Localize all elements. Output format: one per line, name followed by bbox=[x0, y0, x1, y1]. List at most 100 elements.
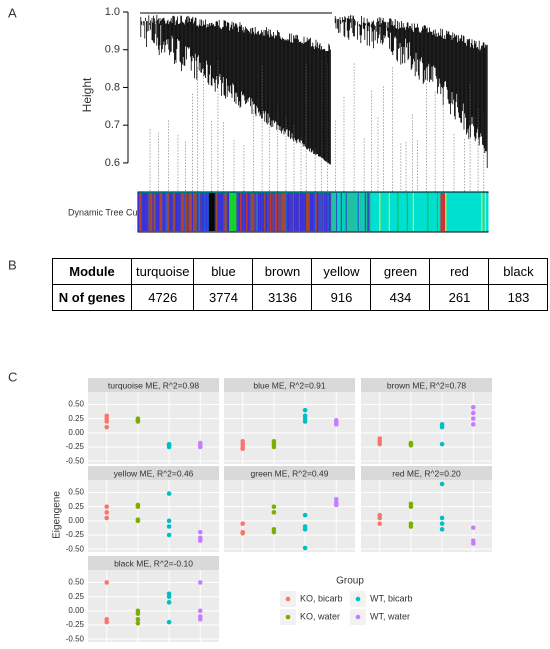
facet-strip bbox=[224, 466, 355, 480]
colorbar-segment bbox=[253, 193, 255, 231]
colorbar-segment bbox=[220, 193, 223, 231]
colorbar-segment bbox=[392, 193, 394, 231]
colorbar-segment bbox=[350, 193, 352, 231]
y-axis-label: Eigengene bbox=[52, 491, 63, 539]
colorbar-segment bbox=[475, 193, 477, 231]
point bbox=[166, 518, 172, 524]
colorbar-segment bbox=[282, 193, 284, 231]
colorbar-segment bbox=[482, 193, 484, 231]
y-tick-label: 0.00 bbox=[68, 516, 84, 525]
colorbar-segment bbox=[373, 193, 375, 231]
colorbar-segment bbox=[448, 193, 451, 231]
point bbox=[197, 608, 203, 614]
colorbar-segment bbox=[447, 193, 449, 231]
colorbar-segment bbox=[362, 193, 364, 231]
colorbar-segment bbox=[180, 193, 182, 231]
colorbar-segment bbox=[325, 193, 327, 231]
colorbar-segment bbox=[141, 193, 143, 231]
point bbox=[271, 510, 277, 515]
colorbar-segment bbox=[420, 193, 422, 231]
point bbox=[302, 512, 308, 518]
colorbar-segment bbox=[386, 193, 388, 231]
colorbar-segment bbox=[417, 193, 419, 231]
colorbar-segment bbox=[450, 193, 452, 231]
colorbar-segment bbox=[331, 193, 333, 231]
colorbar-segment bbox=[217, 193, 219, 231]
table-cell: 916 bbox=[311, 284, 372, 311]
y-tick-label: -0.25 bbox=[66, 442, 85, 451]
colorbar-segment bbox=[258, 193, 260, 231]
y-tick-label: 0.50 bbox=[68, 488, 84, 497]
point bbox=[197, 529, 203, 535]
y-tick-label: -0.50 bbox=[66, 634, 85, 643]
point bbox=[166, 524, 172, 529]
colorbar-segment bbox=[403, 193, 405, 231]
colorbar-segment bbox=[472, 193, 475, 231]
colorbar-segment bbox=[368, 193, 370, 231]
colorbar-segment bbox=[225, 193, 227, 231]
colorbar-segment bbox=[363, 193, 365, 231]
colorbar-segment bbox=[308, 193, 310, 231]
colorbar-segment bbox=[181, 193, 183, 231]
colorbar-segment bbox=[366, 193, 368, 231]
colorbar-segment bbox=[306, 193, 308, 231]
facet-strip bbox=[88, 378, 219, 392]
colorbar-segment bbox=[457, 193, 459, 231]
colorbar-segment bbox=[387, 193, 389, 231]
colorbar-segment bbox=[300, 193, 302, 231]
point bbox=[197, 617, 203, 622]
table-cell: turquoise bbox=[130, 258, 195, 285]
point bbox=[377, 521, 383, 526]
y-tick-label: 0.50 bbox=[68, 578, 84, 587]
colorbar-segment bbox=[248, 193, 250, 231]
facet-title: blue ME, R^2=0.91 bbox=[253, 380, 326, 390]
colorbar-segment bbox=[483, 193, 485, 231]
colorbar-segment bbox=[176, 193, 178, 231]
colorbar-segment bbox=[344, 193, 346, 231]
colorbar-segment bbox=[208, 193, 211, 231]
colorbar-segment bbox=[372, 193, 374, 231]
colorbar-segment bbox=[324, 193, 326, 231]
point bbox=[104, 424, 110, 430]
colorbar-segment bbox=[186, 193, 188, 231]
colorbar-segment bbox=[165, 193, 167, 231]
colorbar-segment bbox=[207, 193, 209, 231]
colorbar-segment bbox=[170, 193, 172, 231]
colorbar-segment bbox=[189, 193, 191, 231]
colorbar-segment bbox=[290, 193, 292, 231]
colorbar-segment bbox=[339, 193, 341, 231]
colorbar-segment bbox=[216, 193, 218, 231]
colorbar-segment bbox=[454, 193, 457, 231]
colorbar-segment bbox=[464, 193, 466, 231]
colorbar-segment bbox=[385, 193, 387, 231]
colorbar-segment bbox=[138, 193, 140, 231]
point bbox=[104, 510, 110, 515]
colorbar-segment bbox=[391, 193, 393, 231]
colorbar-segment bbox=[145, 193, 147, 231]
colorbar-segment bbox=[441, 193, 443, 231]
colorbar-segment bbox=[144, 193, 146, 231]
colorbar-segment bbox=[177, 193, 179, 231]
colorbar-segment bbox=[229, 193, 231, 231]
colorbar-segment bbox=[336, 193, 338, 231]
facet-title: black ME, R^2=-0.10 bbox=[114, 558, 193, 568]
colorbar-segment bbox=[140, 193, 142, 231]
colorbar-segment bbox=[265, 193, 267, 231]
colorbar-segment bbox=[219, 193, 221, 231]
y-tick-label: 0.00 bbox=[68, 606, 84, 615]
colorbar-segment bbox=[277, 193, 279, 231]
colorbar-segment bbox=[349, 193, 351, 231]
colorbar-segment bbox=[337, 193, 339, 231]
colorbar-segment bbox=[169, 193, 171, 231]
colorbar-segment bbox=[390, 193, 392, 231]
colorbar-segment bbox=[320, 193, 322, 231]
colorbar-segment bbox=[151, 193, 153, 231]
facet-background bbox=[224, 392, 355, 464]
point bbox=[104, 419, 110, 424]
panel-label: C bbox=[8, 369, 17, 384]
colorbar-segment bbox=[398, 193, 400, 231]
facet-strip bbox=[224, 378, 355, 392]
colorbar-segment bbox=[442, 193, 445, 231]
colorbar-segment bbox=[218, 193, 220, 231]
colorbar-segment bbox=[313, 193, 315, 231]
